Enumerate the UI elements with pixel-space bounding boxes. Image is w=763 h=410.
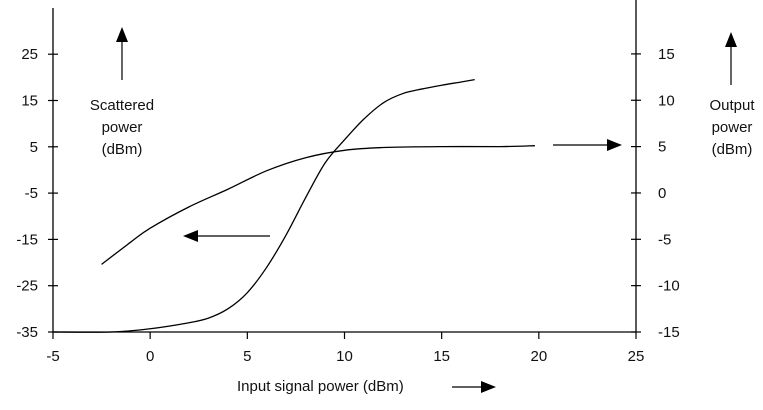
right-tick-label: 10 xyxy=(658,92,675,109)
x-tick-label: 20 xyxy=(530,348,547,365)
right-tick-label: -5 xyxy=(658,231,671,248)
left-tick-label: -5 xyxy=(25,185,38,202)
right-tick-label: -15 xyxy=(658,324,680,341)
x-tick-label: 10 xyxy=(336,348,353,365)
right-axis-label-line-2: power xyxy=(712,119,753,136)
left-tick-label: -35 xyxy=(16,324,38,341)
left-axis-label-line-1: Scattered xyxy=(90,97,154,114)
right-axis-label-line-1: Output xyxy=(709,97,755,114)
left-axis-label-line-2: power xyxy=(102,119,143,136)
x-tick-label: 5 xyxy=(243,348,251,365)
left-axis-up-arrow-icon xyxy=(116,27,128,80)
x-axis-label: Input signal power (dBm) xyxy=(237,378,404,395)
x-tick-label: -5 xyxy=(46,348,59,365)
left-tick-label: 5 xyxy=(30,139,38,156)
tick-labels: -5 0 5 10 15 20 25 -35 -25 -15 -5 5 15 25 -15 -10 -5 0 5 10… xyxy=(16,46,679,365)
left-axis-label: Scattered power (dBm) xyxy=(90,97,154,158)
series-lines xyxy=(52,79,535,333)
x-tick-label: 25 xyxy=(628,348,645,365)
left-axis-series-line xyxy=(52,79,475,333)
x-tick-label: 15 xyxy=(433,348,450,365)
left-tick-label: 25 xyxy=(21,46,38,63)
right-axis-up-arrow-icon xyxy=(725,32,737,85)
right-axis-label: Output power (dBm) xyxy=(709,97,755,158)
tick-marks xyxy=(48,53,641,339)
right-series-arrow-icon xyxy=(553,139,622,151)
left-series-arrow-icon xyxy=(183,230,270,242)
right-axis-series-line xyxy=(101,145,535,265)
right-tick-label: 0 xyxy=(658,185,666,202)
right-tick-label: 15 xyxy=(658,46,675,63)
left-tick-label: -25 xyxy=(16,278,38,295)
left-tick-label: -15 xyxy=(16,231,38,248)
right-tick-label: -10 xyxy=(658,278,680,295)
right-axis-label-line-3: (dBm) xyxy=(712,141,753,158)
left-axis-label-line-3: (dBm) xyxy=(102,141,143,158)
right-tick-label: 5 xyxy=(658,139,666,156)
left-tick-label: 15 xyxy=(21,93,38,110)
x-tick-label: 0 xyxy=(146,348,154,365)
x-axis-right-arrow-icon xyxy=(452,381,496,393)
